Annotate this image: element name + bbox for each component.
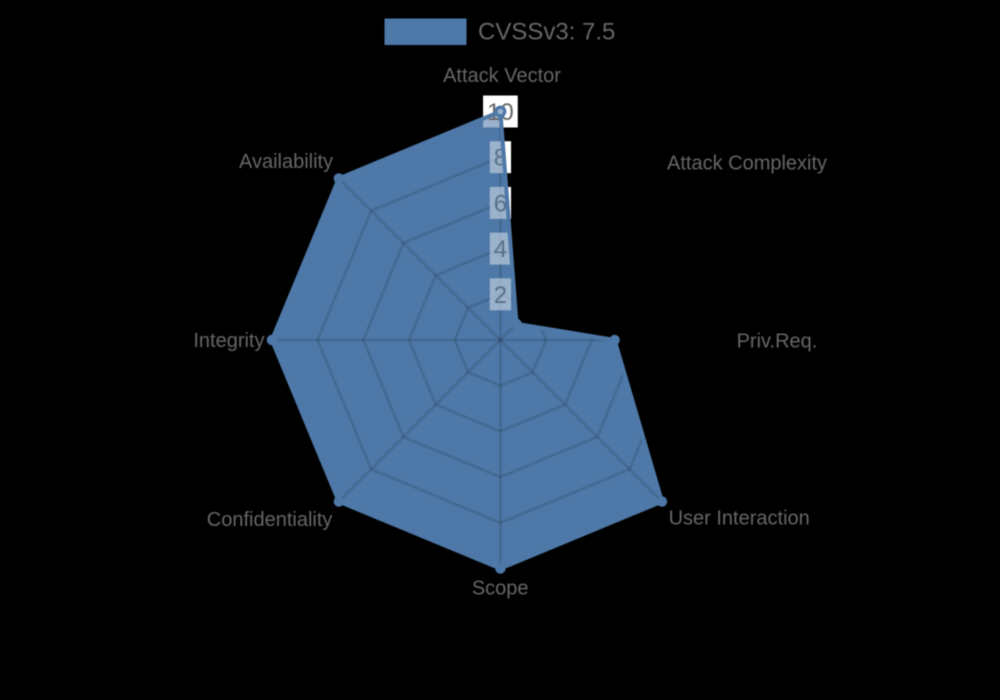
svg-text:2: 2 [494,282,507,309]
svg-text:Scope: Scope [472,578,529,600]
svg-text:Integrity: Integrity [193,330,264,352]
svg-text:Priv.Req.: Priv.Req. [737,330,818,352]
svg-text:Attack Complexity: Attack Complexity [667,153,827,175]
svg-text:4: 4 [494,236,507,263]
svg-text:User Interaction: User Interaction [669,508,810,530]
svg-text:6: 6 [494,190,507,217]
svg-text:CVSSv3: 7.5: CVSSv3: 7.5 [478,19,615,46]
svg-text:Confidentiality: Confidentiality [207,509,333,531]
svg-text:Availability: Availability [239,151,333,173]
svg-text:Attack Vector: Attack Vector [443,65,561,87]
